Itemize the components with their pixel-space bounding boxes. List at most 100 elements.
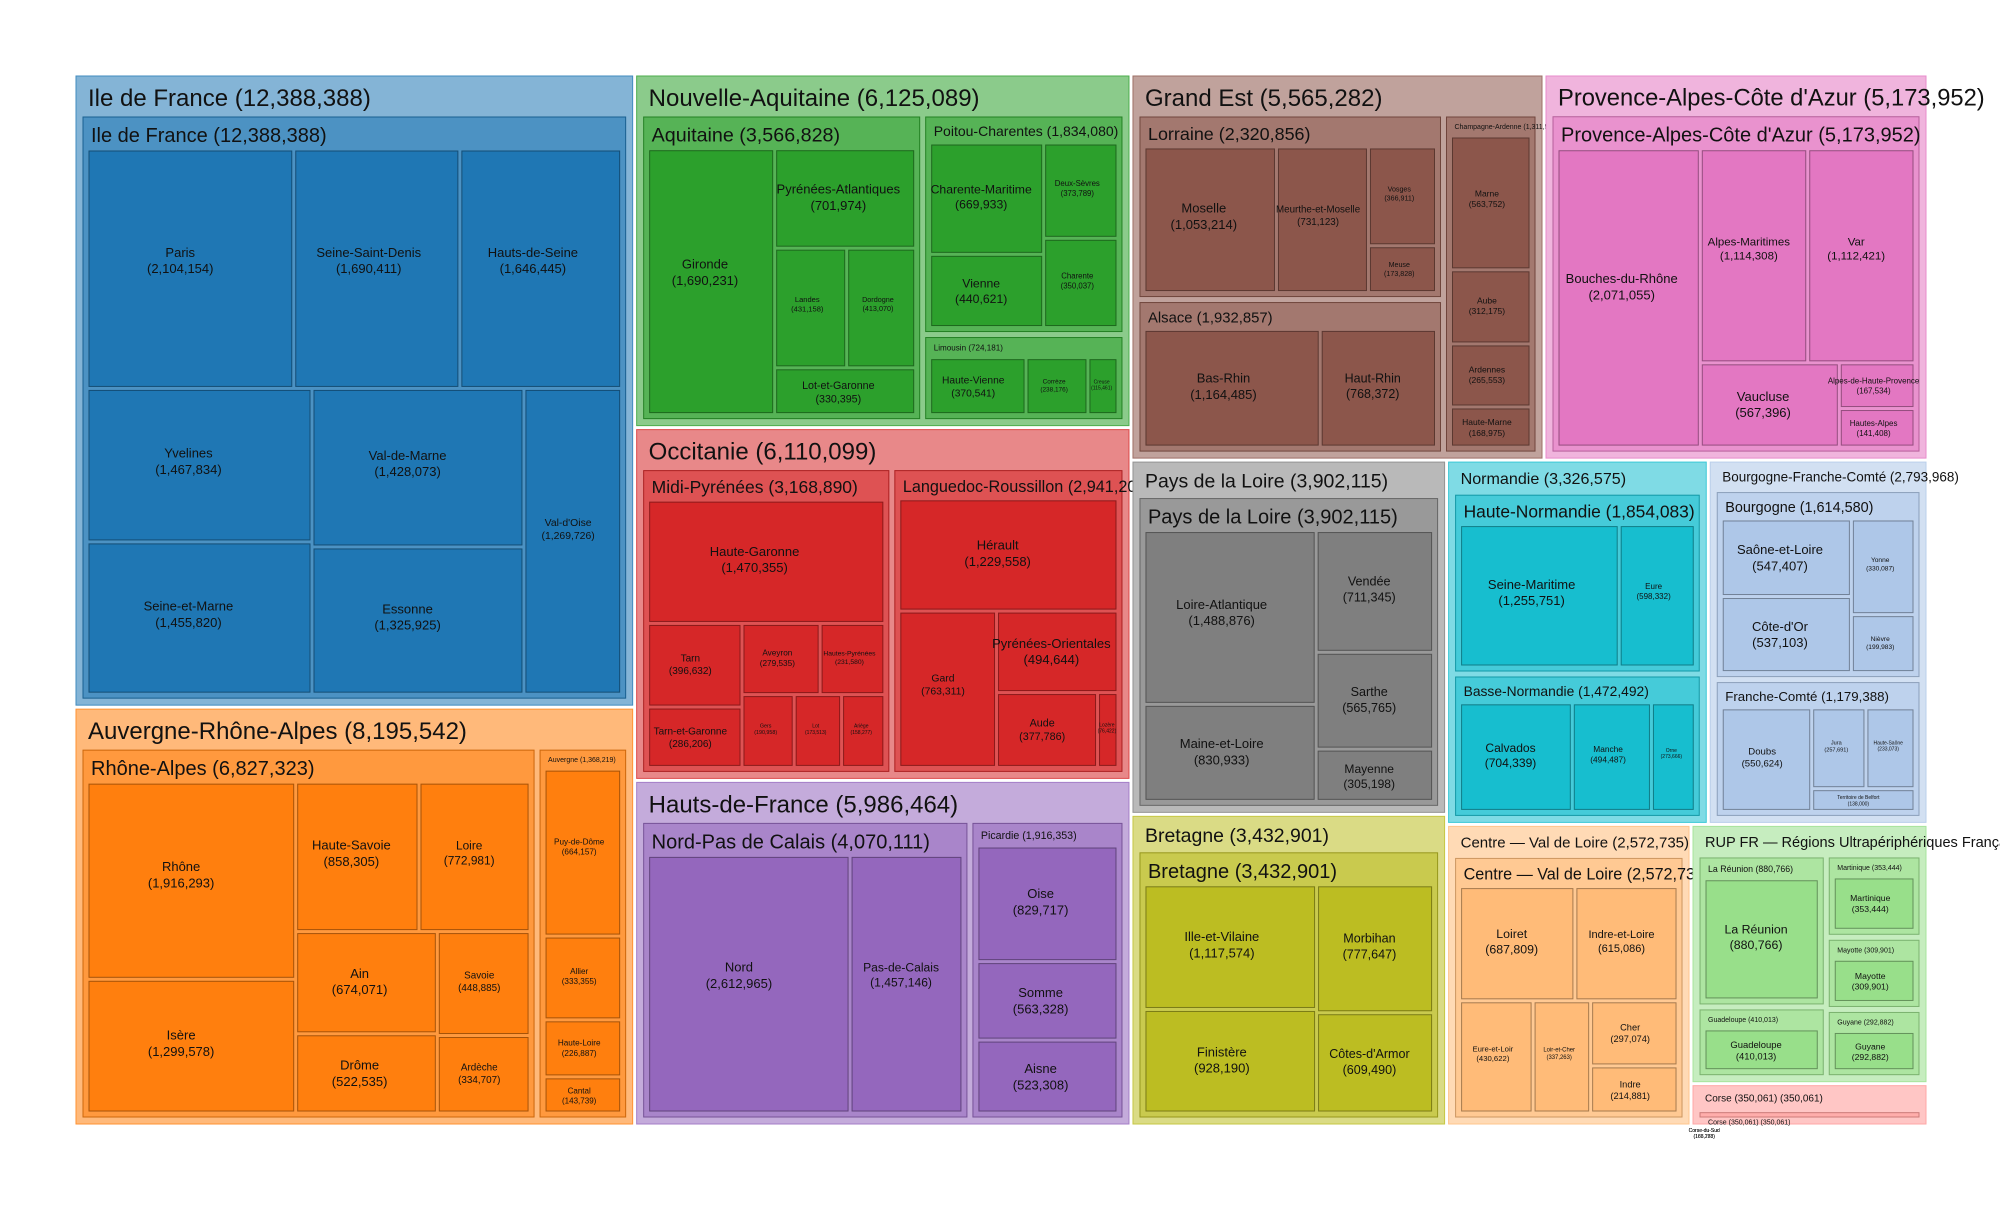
department-value-cher: (297,074) bbox=[1610, 1034, 1650, 1044]
department-label-calvados: Calvados bbox=[1485, 741, 1535, 755]
department-label-oise: Oise bbox=[1027, 886, 1054, 901]
department-label-cote-d-or: Côte-d'Or bbox=[1752, 619, 1809, 634]
department-label-creuse: Creuse bbox=[1094, 379, 1110, 385]
region-label-rup-fr-regions-ultraperipheriques-francais: RUP FR — Régions Ultrapériphériques Fran… bbox=[1705, 835, 2000, 851]
department-value-orne: (273,666) bbox=[1661, 754, 1683, 760]
department-value-morbihan: (777,647) bbox=[1343, 947, 1397, 961]
department-value-paris: (2,104,154) bbox=[147, 261, 214, 276]
department-value-hautes-alpes: (141,408) bbox=[1857, 429, 1891, 438]
department-doubs bbox=[1722, 709, 1811, 810]
department-value-yvelines: (1,467,834) bbox=[155, 462, 222, 477]
subregion-label-nord-pas-de-calais: Nord-Pas de Calais (4,070,111) bbox=[652, 831, 930, 853]
department-label-tarn: Tarn bbox=[681, 653, 700, 664]
department-loiret bbox=[1461, 888, 1574, 1000]
department-value-gard: (763,311) bbox=[921, 687, 965, 698]
department-isere bbox=[88, 980, 295, 1112]
department-aude bbox=[998, 694, 1097, 766]
department-value-meurthe-et-moselle: (731,123) bbox=[1297, 217, 1339, 228]
department-hauts-de-seine bbox=[461, 150, 621, 387]
department-label-yonne: Yonne bbox=[1871, 557, 1890, 564]
department-saone-et-loire bbox=[1722, 520, 1850, 596]
department-aube bbox=[1451, 271, 1530, 343]
department-value-pyrenees-orientales: (494,644) bbox=[1024, 652, 1080, 667]
department-savoie bbox=[438, 933, 529, 1035]
department-value-indre: (214,881) bbox=[1610, 1091, 1650, 1101]
department-value-mayenne: (305,198) bbox=[1343, 777, 1395, 791]
subregion-label-languedoc-roussillon: Languedoc-Roussillon (2,941,209) bbox=[903, 478, 1151, 496]
subregion-label-midi-pyrenees: Midi-Pyrénées (3,168,890) bbox=[652, 477, 858, 497]
department-value-haut-rhin: (768,372) bbox=[1346, 387, 1399, 401]
department-yvelines bbox=[88, 389, 311, 541]
department-value-herault: (1,229,558) bbox=[964, 554, 1031, 569]
department-value-ardeche: (334,707) bbox=[458, 1075, 500, 1086]
department-aisne bbox=[978, 1041, 1117, 1112]
department-haute-savoie bbox=[297, 783, 418, 931]
subregion-label-centre-val-de-loire: Centre — Val de Loire (2,572,735) bbox=[1464, 866, 1710, 884]
department-bouches-du-rhone bbox=[1558, 150, 1699, 446]
department-label-lozere: Lozère bbox=[1099, 722, 1115, 728]
department-label-hautes-alpes: Hautes-Alpes bbox=[1850, 419, 1898, 428]
department-value-eure-et-loir: (430,622) bbox=[1476, 1054, 1509, 1063]
department-value-haute-vienne: (370,541) bbox=[951, 388, 995, 399]
department-paris bbox=[88, 150, 293, 387]
department-label-drome: Drôme bbox=[340, 1058, 379, 1073]
department-mayenne bbox=[1317, 750, 1433, 800]
department-value-dordogne: (413,070) bbox=[862, 304, 893, 313]
department-label-aisne: Aisne bbox=[1024, 1061, 1057, 1076]
department-label-martinique: Martinique bbox=[1850, 893, 1890, 903]
department-val-d-oise bbox=[525, 389, 621, 693]
department-drome bbox=[297, 1035, 436, 1112]
department-landes bbox=[776, 249, 846, 367]
department-value-tarn-et-garonne: (286,206) bbox=[669, 739, 712, 750]
department-value-vendee: (711,345) bbox=[1343, 590, 1396, 604]
department-value-hautes-pyrenees: (231,580) bbox=[835, 659, 864, 666]
department-pyrenees-atlantiques bbox=[776, 150, 915, 247]
department-gard bbox=[900, 612, 996, 766]
subregion-label-rhone-alpes: Rhône-Alpes (6,827,323) bbox=[91, 758, 314, 780]
subregion-label-mayotte: Mayotte (309,901) bbox=[1837, 947, 1894, 954]
department-value-martinique: (353,444) bbox=[1852, 904, 1889, 914]
department-ille-et-vilaine bbox=[1145, 886, 1316, 1008]
department-value-corse-du-sud: (166,778) bbox=[1694, 1134, 1716, 1140]
department-value-seine-saint-denis: (1,690,411) bbox=[336, 261, 402, 276]
department-value-bouches-du-rhone: (2,071,055) bbox=[1588, 287, 1655, 302]
department-value-allier: (333,355) bbox=[562, 977, 597, 986]
region-label-provence-alpes-cote-d-azur: Provence-Alpes-Côte d'Azur (5,173,952) bbox=[1558, 86, 1985, 112]
subregion-label-guyane: Guyane (292,882) bbox=[1837, 1019, 1893, 1026]
department-vaucluse bbox=[1701, 364, 1838, 446]
department-ardennes bbox=[1451, 345, 1530, 406]
department-label-ariege: Ariège bbox=[854, 724, 869, 730]
department-label-tarn-et-garonne: Tarn-et-Garonne bbox=[654, 726, 728, 737]
department-label-seine-et-marne: Seine-et-Marne bbox=[144, 599, 234, 614]
department-label-gard: Gard bbox=[931, 674, 954, 685]
department-alpes-de-haute-provence bbox=[1840, 364, 1914, 408]
department-label-haute-vienne: Haute-Vienne bbox=[942, 375, 1005, 386]
subregion-label-martinique: Martinique (353,444) bbox=[1837, 865, 1902, 872]
department-pas-de-calais bbox=[851, 856, 962, 1112]
department-loir-et-cher bbox=[1534, 1002, 1590, 1112]
department-label-loire-atlantique: Loire-Atlantique bbox=[1176, 597, 1267, 612]
department-value-lozere: (76,422) bbox=[1098, 729, 1117, 735]
department-label-haut-rhin: Haut-Rhin bbox=[1345, 372, 1401, 386]
department-meurthe-et-moselle bbox=[1277, 148, 1367, 292]
department-label-pas-de-calais: Pas-de-Calais bbox=[863, 961, 939, 975]
department-value-cantal: (143,739) bbox=[562, 1096, 597, 1105]
department-ariege bbox=[843, 696, 884, 766]
department-value-ardennes: (265,553) bbox=[1469, 375, 1506, 385]
department-label-aveyron: Aveyron bbox=[762, 649, 792, 658]
region-label-grand-est: Grand Est (5,565,282) bbox=[1145, 85, 1382, 112]
region-corse-350-061 bbox=[1692, 1085, 1927, 1125]
department-creuse bbox=[1089, 359, 1117, 414]
department-label-cantal: Cantal bbox=[568, 1086, 591, 1095]
department-pyrenees-orientales bbox=[998, 612, 1117, 692]
region-label-normandie: Normandie (3,326,575) bbox=[1461, 470, 1627, 488]
department-maine-et-loire bbox=[1145, 705, 1315, 800]
department-deux-sevres bbox=[1045, 144, 1117, 237]
department-label-rhone: Rhône bbox=[162, 859, 200, 874]
subregion-label-alsace: Alsace (1,932,857) bbox=[1148, 310, 1273, 326]
department-seine-et-marne bbox=[88, 543, 311, 693]
region-label-auvergne-rhone-alpes: Auvergne-Rhône-Alpes (8,195,542) bbox=[88, 718, 467, 745]
department-lot bbox=[795, 696, 841, 766]
department-label-pyrenees-orientales: Pyrénées-Orientales bbox=[992, 636, 1111, 651]
department-label-correze: Corrèze bbox=[1043, 378, 1066, 385]
